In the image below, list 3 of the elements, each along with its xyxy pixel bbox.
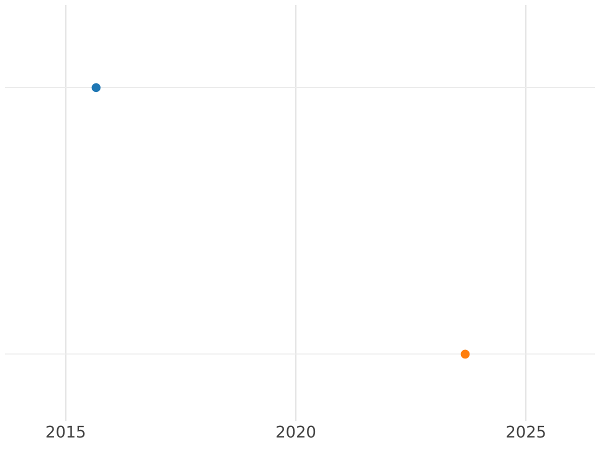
x-tick-label: 2025 bbox=[506, 422, 546, 442]
x-tick-label: 2020 bbox=[276, 422, 316, 442]
x-tick-label: 2015 bbox=[45, 422, 86, 442]
